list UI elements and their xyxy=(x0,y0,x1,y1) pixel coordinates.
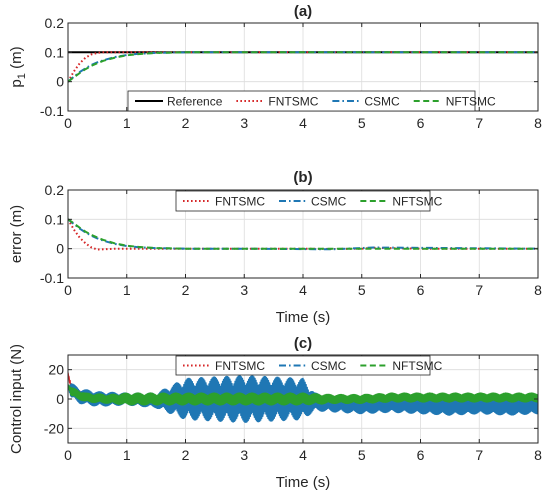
legend-label-fntsmc: FNTSMC xyxy=(215,195,265,209)
panel-title: (a) xyxy=(294,3,312,20)
y-tick-label: 0 xyxy=(56,391,64,407)
legend-label-fntsmc: FNTSMC xyxy=(215,359,265,373)
x-tick-label: 2 xyxy=(182,447,190,463)
legend: Reference FNTSMC CSMC NFTSMC xyxy=(127,90,496,112)
x-tick-label: 0 xyxy=(64,282,72,298)
y-tick-label: 0.1 xyxy=(45,211,65,227)
y-tick-label: 0.1 xyxy=(45,44,65,60)
x-tick-label: 0 xyxy=(64,115,72,131)
plot-area xyxy=(68,372,538,423)
legend-box xyxy=(175,355,431,376)
y-tick-label: -0.1 xyxy=(40,103,64,119)
x-tick-label: 5 xyxy=(358,282,366,298)
legend-label-reference: Reference xyxy=(167,95,223,109)
legend-label-nftsmc: NFTSMC xyxy=(446,95,496,109)
x-tick-label: 1 xyxy=(123,282,131,298)
x-tick-label: 7 xyxy=(475,282,483,298)
legend-label-nftsmc: NFTSMC xyxy=(392,359,442,373)
y-axis-label: Control input (N) xyxy=(8,344,25,454)
panel-b: 0 1 2 3 4 5 6 7 8-0.100.10.2(b)Time (s)error (m)… xyxy=(8,169,542,326)
x-tick-label: 3 xyxy=(240,282,248,298)
x-axis-label: Time (s) xyxy=(276,474,330,491)
legend-box xyxy=(175,190,431,212)
legend: FNTSMC CSMC NFTSMC xyxy=(175,355,443,376)
plot-area xyxy=(68,51,538,83)
y-tick-label: -20 xyxy=(44,420,64,436)
y-tick-label: 0.2 xyxy=(45,182,65,198)
x-tick-label: 8 xyxy=(534,282,542,298)
x-tick-label: 5 xyxy=(358,115,366,131)
x-tick-label: 5 xyxy=(358,447,366,463)
x-tick-label: 4 xyxy=(299,282,307,298)
x-tick-label: 8 xyxy=(534,447,542,463)
x-tick-label: 3 xyxy=(240,447,248,463)
y-tick-label: 0.2 xyxy=(45,15,65,31)
panel-a: 0 1 2 3 4 5 6 7 8-0.100.10.2(a)p1 (m)Reference FN… xyxy=(8,3,542,131)
x-tick-label: 4 xyxy=(299,447,307,463)
x-tick-label: 0 xyxy=(64,447,72,463)
x-tick-label: 6 xyxy=(417,115,425,131)
y-tick-label: 0 xyxy=(56,74,64,90)
x-tick-label: 6 xyxy=(417,282,425,298)
legend-label-nftsmc: NFTSMC xyxy=(392,195,442,209)
legend-label-csmc: CSMC xyxy=(364,95,400,109)
panel-title: (b) xyxy=(293,169,312,186)
y-tick-label: 0 xyxy=(56,241,64,257)
x-tick-label: 3 xyxy=(240,115,248,131)
x-tick-label: 8 xyxy=(534,115,542,131)
legend: FNTSMC CSMC NFTSMC xyxy=(175,190,443,212)
y-axis-label: error (m) xyxy=(8,205,25,263)
x-tick-label: 7 xyxy=(475,115,483,131)
legend-label-fntsmc: FNTSMC xyxy=(268,95,318,109)
x-tick-label: 2 xyxy=(182,282,190,298)
legend-label-csmc: CSMC xyxy=(311,195,347,209)
x-tick-label: 1 xyxy=(123,447,131,463)
y-tick-label: 20 xyxy=(48,362,64,378)
panel-title: (c) xyxy=(294,335,312,352)
y-axis-label: p1 (m) xyxy=(8,46,28,87)
plot-area xyxy=(68,218,538,251)
x-tick-label: 4 xyxy=(299,115,307,131)
x-tick-label: 6 xyxy=(417,447,425,463)
series-line-nftsmc xyxy=(68,218,538,250)
legend-label-csmc: CSMC xyxy=(311,359,347,373)
x-tick-label: 2 xyxy=(182,115,190,131)
x-tick-label: 1 xyxy=(123,115,131,131)
series-line-nftsmc xyxy=(68,384,538,406)
series-line-nftsmc xyxy=(68,51,538,83)
legend-box xyxy=(127,90,476,112)
x-axis-label: Time (s) xyxy=(276,309,330,326)
x-tick-label: 7 xyxy=(475,447,483,463)
y-tick-label: -0.1 xyxy=(40,270,64,286)
